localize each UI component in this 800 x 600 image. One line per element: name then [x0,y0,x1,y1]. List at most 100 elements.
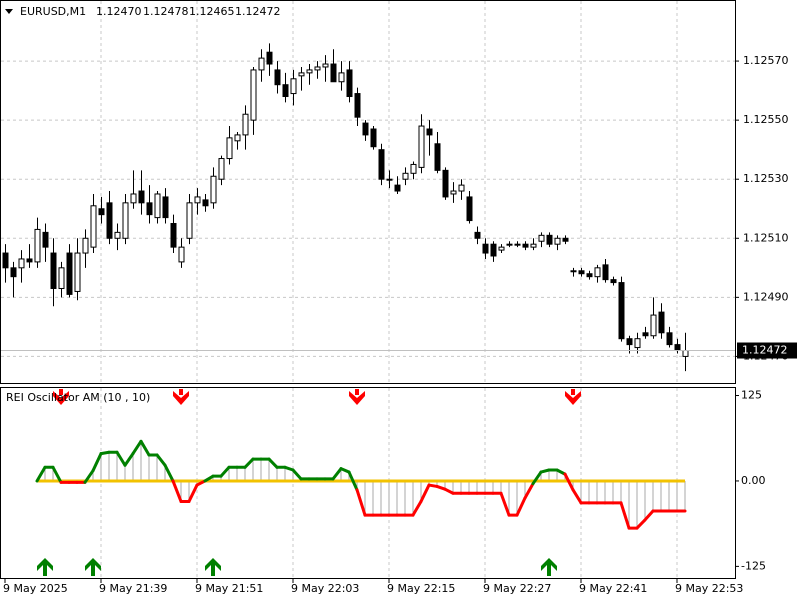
candle-body [314,66,321,71]
candle-body [394,184,401,192]
candle-body [418,125,425,168]
buy-arrow [541,558,557,576]
high-label: 1.12478 [143,5,189,18]
open-label: 1.12470 [96,5,142,18]
candle-body [370,128,377,148]
candle-body [682,350,689,357]
candle-body [202,199,209,207]
candle-body [514,243,521,246]
oscillator-segment [203,474,215,483]
candle-body [658,311,665,334]
oscillator-segment [155,453,167,467]
oscillator-segment [187,483,199,503]
candle-body [130,193,137,204]
candle-body [458,184,465,192]
oscillator-segment [91,452,103,473]
symbol: EURUSD,M1 [20,5,86,18]
x-tick-label: 9 May 22:41 [579,582,647,595]
x-tick-label: 9 May 22:53 [675,582,743,595]
y-tick-label: -125 [741,559,766,572]
candle-body [650,314,657,337]
candle-body [194,196,201,204]
last-price-label: 1.12472 [742,344,788,357]
candle-body [666,332,673,346]
candle-body [138,190,145,204]
oscillator-segment [331,467,343,481]
candle-body [530,243,537,248]
low-label: 1.12465 [189,5,235,18]
candle-body [242,113,249,136]
oscillator-segment [563,472,575,492]
candle-body [426,128,433,136]
x-tick-label: 9 May 22:15 [387,582,455,595]
oscillator-segment [531,470,543,486]
oscillator-title: REI Oscillator AM (10 , 10) [6,391,150,404]
candle-body [322,63,329,68]
oscillator-segment [411,499,423,517]
candle-body [546,234,553,245]
sell-arrow [173,389,189,405]
x-tick-label: 9 May 22:27 [483,582,551,595]
candle-body [26,258,33,263]
close-label: 1.12472 [235,5,281,18]
oscillator-segment [515,496,527,517]
labels: EURUSD,M1 1.12470 1.12478 1.12465 1.1247… [3,5,789,595]
oscillator-segment [123,452,135,467]
candle-body [522,243,529,248]
candle-body [386,178,393,181]
candle-body [402,172,409,180]
candle-body [10,267,17,278]
candle-body [562,237,569,242]
buy-arrow [205,558,221,576]
candle-body [50,252,57,289]
oscillator-segment [219,465,231,478]
candle-body [538,234,545,242]
candle-body [122,202,129,239]
oscillator-segment [643,509,655,522]
candle-body [90,205,97,248]
marks [1,43,797,576]
candle-body [410,163,417,174]
grid [1,1,739,583]
candle-body [474,231,481,239]
candle-body [266,51,273,65]
candle-body [250,69,257,121]
y-tick-label: 125 [741,389,762,402]
candle-body [578,270,585,275]
candle-body [210,175,217,204]
candle-body [498,246,505,251]
oscillator-segment [571,488,583,505]
candle-body [2,252,9,269]
y-tick-label: 1.12530 [743,172,789,185]
oscillator-segment [267,457,279,469]
candle-body [146,202,153,216]
candle-body [482,243,489,254]
sell-arrow [53,389,69,405]
candle-body [258,57,265,71]
candle-body [570,270,577,273]
buy-arrow [85,558,101,576]
oscillator-segment [619,501,631,530]
candle-body [170,223,177,248]
candle-body [610,279,617,284]
candle-body [106,202,113,239]
candle-body [354,93,361,118]
candle-body [330,63,337,83]
price-panel [0,0,736,384]
x-tick-label: 9 May 21:51 [195,582,263,595]
candle-body [434,143,441,171]
candle-body [466,196,473,222]
oscillator-segment [635,518,647,530]
x-tick-label: 9 May 21:39 [99,582,167,595]
sell-arrow [349,389,365,405]
oscillator-segment [131,439,143,456]
menu-triangle [5,9,13,14]
candle-body [362,122,369,136]
candle-body [162,196,169,219]
y-tick-label: 1.12570 [743,54,789,67]
buy-arrow [37,558,53,576]
oscillator-segment [115,450,127,467]
oscillator-segment [291,468,303,481]
